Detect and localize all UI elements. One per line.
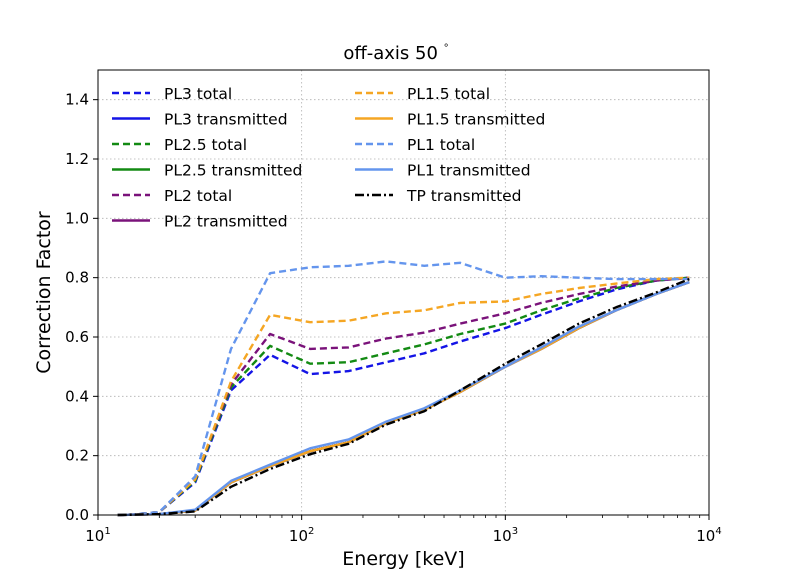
legend-label: PL2.5 total <box>164 136 247 154</box>
x-tick-base: 10 <box>289 527 308 545</box>
x-tick-exp: 1 <box>104 526 110 537</box>
series-line-pl2-total <box>117 276 690 517</box>
legend-item-pl2-total: PL2 total <box>112 187 232 205</box>
x-axis-ticks: 101 102 103 104 <box>85 515 722 545</box>
y-tick-label: 1.0 <box>65 209 89 227</box>
legend-label: PL3 total <box>164 85 232 103</box>
legend-item-pl3-total: PL3 total <box>112 85 232 103</box>
y-axis-ticks: 0.0 0.2 0.4 0.6 0.8 1.0 1.2 1.4 <box>65 91 98 524</box>
legend-item-pl1-5-transmitted: PL1.5 transmitted <box>355 111 545 129</box>
x-tick-label: 101 <box>85 526 110 545</box>
legend-item-pl1-5-total: PL1.5 total <box>355 85 490 103</box>
legend-item-tp-transmitted: TP transmitted <box>355 187 522 205</box>
x-tick-base: 10 <box>85 527 104 545</box>
x-tick-label: 104 <box>696 526 721 545</box>
x-tick-exp: 2 <box>308 526 314 537</box>
legend-item-pl2-5-total: PL2.5 total <box>112 136 247 154</box>
chart-title-degree: ° <box>444 43 449 54</box>
legend-label: PL1 transmitted <box>407 162 531 180</box>
x-tick-base: 10 <box>493 527 512 545</box>
legend-label: PL2 transmitted <box>164 213 288 231</box>
y-tick-label: 1.2 <box>65 150 89 168</box>
legend-item-pl1-total: PL1 total <box>355 136 475 154</box>
legend-label: PL1 total <box>407 136 475 154</box>
plot-frame <box>97 69 710 516</box>
y-tick-label: 0.0 <box>65 506 89 524</box>
legend-item-pl2-transmitted: PL2 transmitted <box>112 213 288 231</box>
series-line-pl2-5-total <box>117 276 690 517</box>
series-line-tp-transmitted <box>117 277 690 517</box>
series-line-pl1-5-total <box>117 276 690 517</box>
series-line-pl1-transmitted <box>117 280 690 517</box>
x-tick-label: 102 <box>289 526 314 545</box>
x-tick-label: 103 <box>493 526 518 545</box>
chart-title: off-axis 50 ° <box>343 43 448 64</box>
x-tick-exp: 3 <box>512 526 518 537</box>
series-line-pl1-total <box>117 260 690 517</box>
legend-label: PL3 transmitted <box>164 111 288 129</box>
legend-item-pl1-transmitted: PL1 transmitted <box>355 162 531 180</box>
legend-label: PL2.5 transmitted <box>164 162 302 180</box>
chart-title-text: off-axis 50 <box>343 43 438 64</box>
legend: PL3 total PL3 transmitted PL2.5 total PL2.5… <box>112 85 545 231</box>
y-tick-label: 0.2 <box>65 447 89 465</box>
x-tick-base: 10 <box>696 527 715 545</box>
legend-label: TP transmitted <box>406 187 522 205</box>
x-tick-exp: 4 <box>715 526 721 537</box>
y-axis-label: Correction Factor <box>33 211 55 374</box>
legend-item-pl3-transmitted: PL3 transmitted <box>112 111 288 129</box>
legend-label: PL2 total <box>164 187 232 205</box>
y-tick-label: 0.8 <box>65 269 89 287</box>
series-layer <box>117 260 690 517</box>
legend-label: PL1.5 transmitted <box>407 111 545 129</box>
y-tick-label: 0.6 <box>65 328 89 346</box>
y-tick-label: 1.4 <box>65 91 89 109</box>
y-tick-label: 0.4 <box>65 387 89 405</box>
legend-item-pl2-5-transmitted: PL2.5 transmitted <box>112 162 302 180</box>
legend-label: PL1.5 total <box>407 85 490 103</box>
x-axis-label: Energy [keV] <box>342 548 464 570</box>
